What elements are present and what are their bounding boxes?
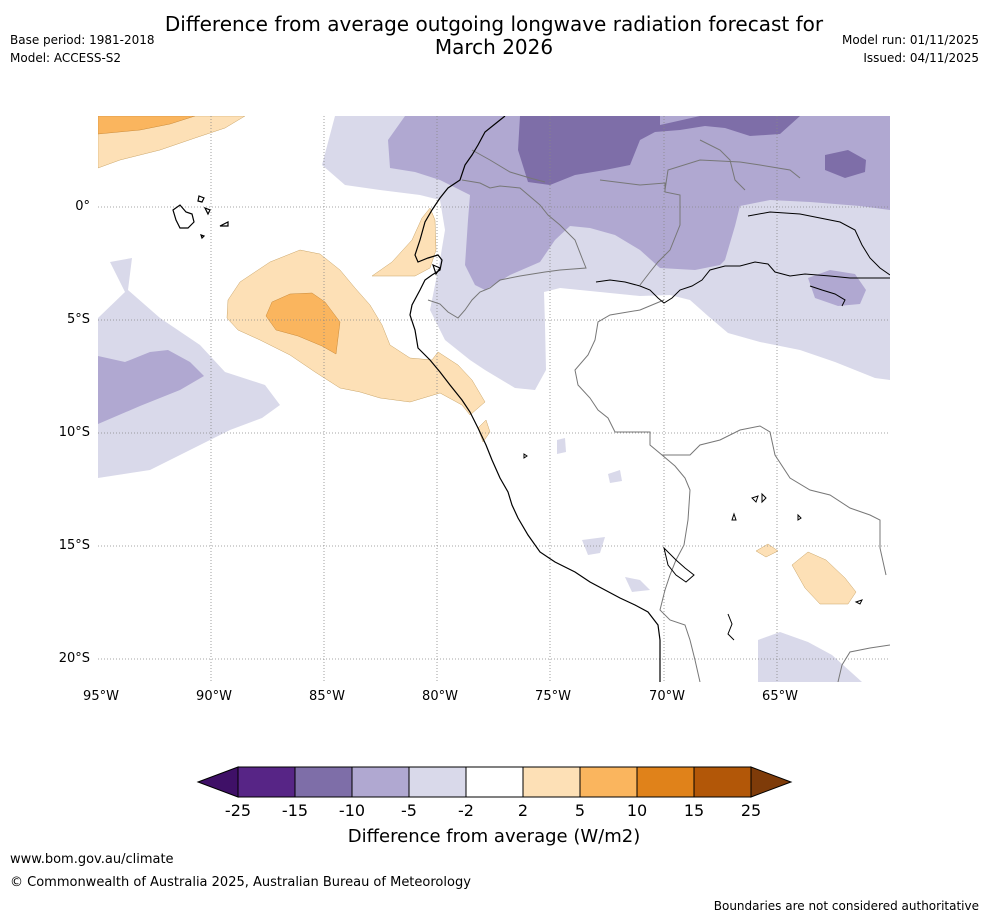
colorbar-segment	[237, 766, 296, 798]
colorbar-tick: 10	[626, 801, 648, 820]
anomaly-region-positive	[265, 292, 341, 355]
anomaly-region-strong-negative-east	[825, 150, 866, 178]
colorbar-tick: -25	[224, 801, 252, 820]
x-tick-label: 80°W	[422, 689, 458, 704]
base-period-text: Base period: 1981-2018	[10, 33, 155, 47]
anomaly-region-medium-negative-west	[98, 350, 204, 424]
colorbar-upper-extension	[750, 766, 793, 798]
colorbar-segment	[408, 766, 467, 798]
colorbar-segment	[351, 766, 410, 798]
x-tick-label: 75°W	[535, 689, 571, 704]
anomaly-region-light-negative-south	[758, 632, 862, 682]
anomaly-region-light-positive	[226, 249, 486, 416]
x-tick-label: 65°W	[762, 689, 798, 704]
issued-text: Issued: 04/11/2025	[863, 51, 979, 65]
anomaly-region-light-positive-coast	[371, 207, 437, 277]
website-text: www.bom.gov.au/climate	[10, 852, 174, 867]
x-tick-label: 85°W	[309, 689, 345, 704]
anomaly-patch	[557, 438, 566, 454]
colorbar-tick: -2	[458, 801, 474, 820]
title-line-1: Difference from average outgoing longwav…	[164, 12, 824, 36]
colorbar-tick: 5	[574, 801, 586, 820]
colorbar-segment	[579, 766, 638, 798]
anomaly-region-medium-negative	[388, 116, 890, 290]
anomaly-patch	[608, 470, 622, 483]
colorbar-tick: -15	[281, 801, 309, 820]
country-borders	[427, 139, 890, 682]
colorbar	[196, 766, 793, 798]
anomaly-patch	[625, 577, 650, 592]
y-tick-label: 10°S	[58, 425, 90, 440]
colorbar-segment	[693, 766, 752, 798]
anomaly-region-light-positive-southeast	[791, 551, 857, 605]
colorbar-tick: 25	[740, 801, 762, 820]
y-tick-label: 15°S	[58, 538, 90, 553]
graticule	[98, 116, 890, 682]
model-text: Model: ACCESS-S2	[10, 51, 122, 65]
rivers	[523, 211, 890, 641]
colorbar-tick: -5	[401, 801, 417, 820]
y-tick-label: 20°S	[58, 651, 90, 666]
colorbar-tick: 2	[517, 801, 529, 820]
y-tick-label: 5°S	[66, 312, 90, 327]
model-run-text: Model run: 01/11/2025	[841, 33, 979, 47]
disclaimer-text: Boundaries are not considered authoritat…	[713, 899, 979, 913]
colorbar-tick: -10	[338, 801, 366, 820]
anomaly-region-medium-negative-east	[808, 270, 866, 306]
colorbar-segment	[636, 766, 695, 798]
colorbar-segment	[294, 766, 353, 798]
anomaly-fields	[98, 116, 890, 682]
anomaly-patch	[477, 419, 491, 443]
coastlines	[172, 116, 661, 682]
x-tick-label: 70°W	[649, 689, 685, 704]
colorbar-lower-extension	[196, 766, 239, 798]
copyright-text: © Commonwealth of Australia 2025, Austra…	[10, 875, 471, 890]
y-tick-label: 0°	[75, 199, 90, 214]
colorbar-tick: 15	[683, 801, 705, 820]
title-line-2: March 2026	[434, 35, 554, 59]
colorbar-label: Difference from average (W/m2)	[347, 826, 641, 847]
map-title: Difference from average outgoing longwav…	[0, 13, 988, 59]
anomaly-region-positive-northwest	[98, 116, 196, 135]
colorbar-segment	[465, 766, 524, 798]
colorbar-segment	[522, 766, 581, 798]
x-tick-label: 95°W	[83, 689, 119, 704]
x-tick-label: 90°W	[196, 689, 232, 704]
anomaly-region-strong-negative	[518, 116, 800, 185]
